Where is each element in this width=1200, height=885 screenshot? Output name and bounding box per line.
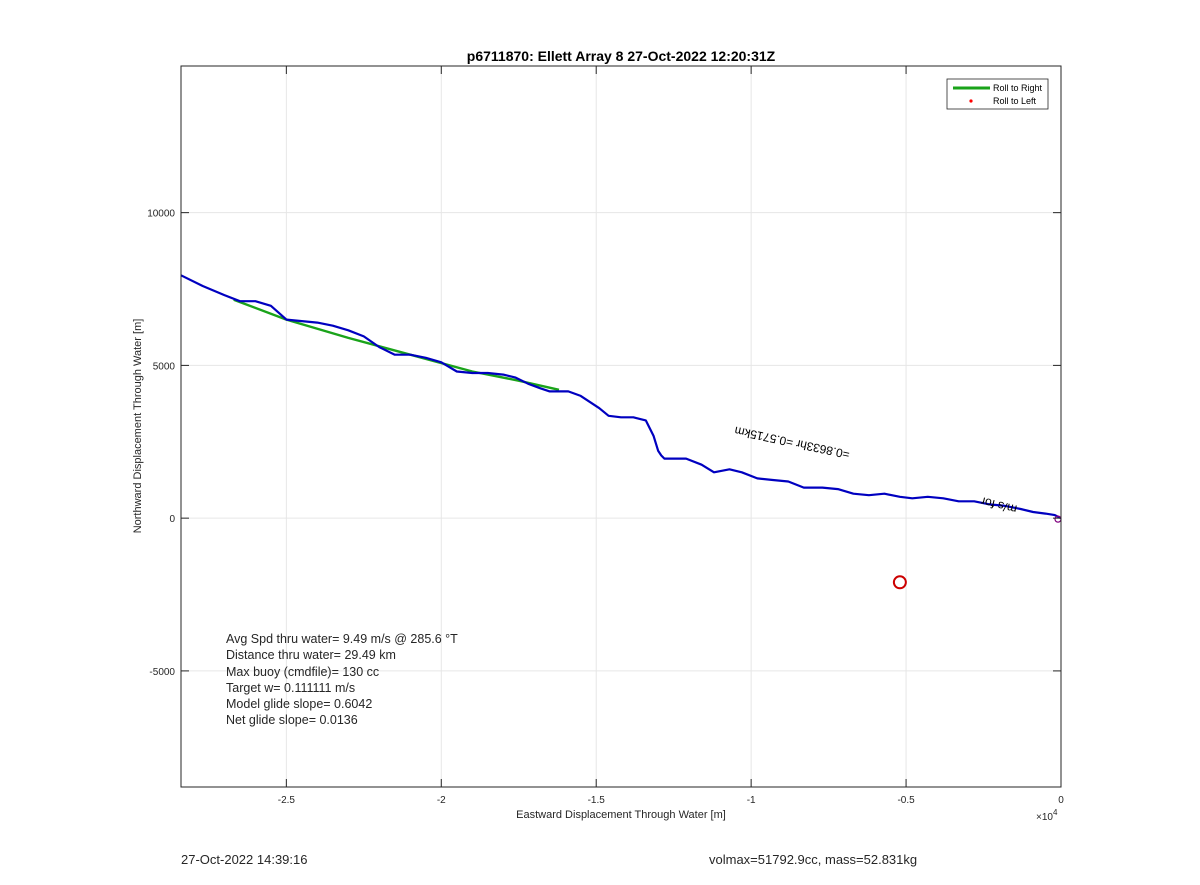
y-tick-label: 5000 xyxy=(153,361,176,372)
chart-title: p6711870: Ellett Array 8 27-Oct-2022 12:… xyxy=(467,48,776,64)
current-annotation: m/s for xyxy=(979,494,1018,516)
stat-max-buoy: Max buoy (cmdfile)= 130 cc xyxy=(226,664,380,679)
x-tick-label: -0.5 xyxy=(897,795,915,806)
x-exponent-base: ×10 xyxy=(1036,812,1053,823)
legend-swatch-roll-left xyxy=(969,99,973,103)
x-axis-label: Eastward Displacement Through Water [m] xyxy=(516,809,726,821)
x-tick-label: -2 xyxy=(437,795,446,806)
series-line-track xyxy=(180,274,1062,520)
target-marker xyxy=(892,575,907,590)
series-layer xyxy=(180,274,1062,520)
x-exponent-power: 4 xyxy=(1053,808,1058,817)
stats-panel: Avg Spd thru water= 9.49 m/s @ 285.6 °T … xyxy=(226,631,458,729)
legend-box xyxy=(946,78,1049,110)
stat-model-glide: Model glide slope= 0.6042 xyxy=(226,697,373,712)
footer-timestamp: 27-Oct-2022 14:39:16 xyxy=(181,852,308,867)
stat-net-glide: Net glide slope= 0.0136 xyxy=(226,713,358,728)
stat-target-w: Target w= 0.111111 m/s xyxy=(226,680,356,695)
x-tick-label: -1 xyxy=(747,795,756,806)
axes-box xyxy=(180,65,1062,788)
x-tick-label: -2.5 xyxy=(278,795,296,806)
y-tick-label: 10000 xyxy=(147,209,175,220)
y-tick-label: -5000 xyxy=(149,667,175,678)
x-exponent: ×104 xyxy=(1036,808,1058,823)
stat-distance: Distance thru water= 29.49 km xyxy=(226,648,396,663)
tick-marks: -2.5 -2 -1.5 -1 -0.5 0 -5000 0 5000 10000 xyxy=(147,66,1064,806)
y-axis-label: Northward Displacement Through Water [m] xyxy=(132,319,144,534)
x-tick-label: 0 xyxy=(1058,795,1064,806)
legend-label-roll-right: Roll to Right xyxy=(993,83,1043,93)
legend: Roll to Right Roll to Left xyxy=(946,78,1049,110)
legend-label-roll-left: Roll to Left xyxy=(993,96,1037,106)
x-tick-label: -1.5 xyxy=(588,795,606,806)
stat-avg-speed: Avg Spd thru water= 9.49 m/s @ 285.6 °T xyxy=(226,632,458,646)
footer-volmax-mass: volmax=51792.9cc, mass=52.831kg xyxy=(709,852,918,867)
y-tick-label: 0 xyxy=(169,514,175,525)
